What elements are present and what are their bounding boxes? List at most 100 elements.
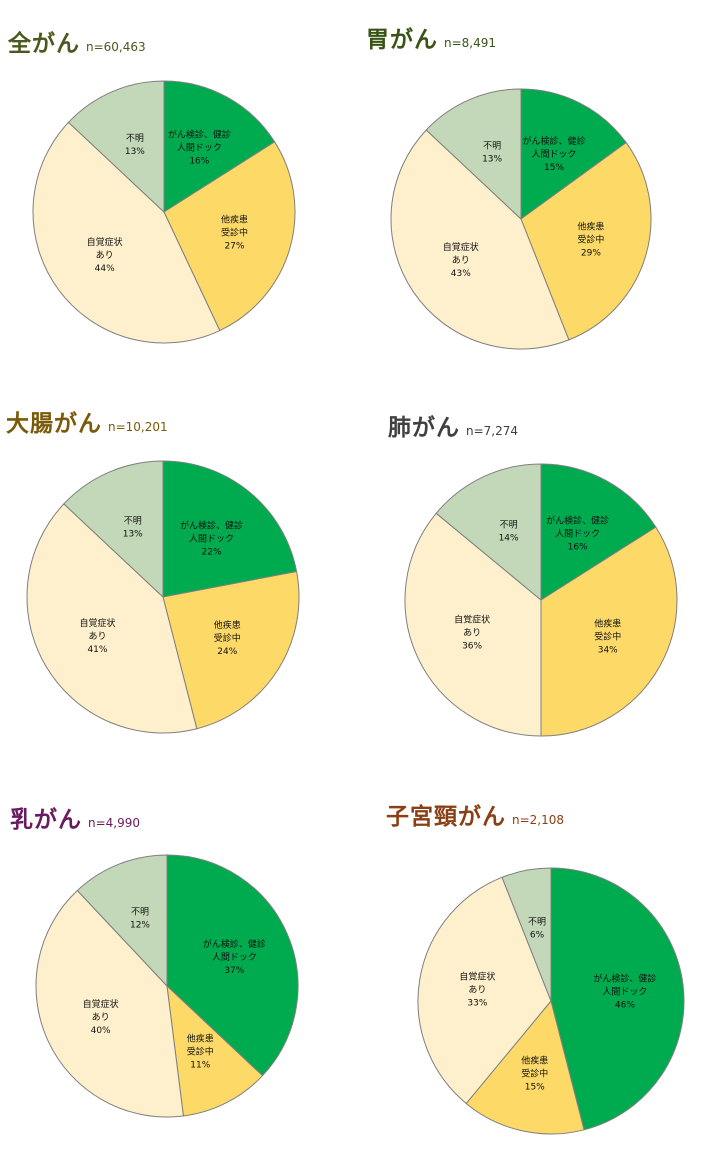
pie-slice-label-line: 不明 [528, 916, 546, 927]
pie-slice-checkup [163, 80, 276, 213]
pie-slice-label-checkup: がん検診、健診人間ドック 46% [593, 973, 656, 1011]
pie-slice-label-line: 不明 [126, 133, 144, 144]
pie-slice-label-unknown: 不明 14% [499, 520, 519, 544]
pie-slice-label-line: 自覚症状 [454, 613, 490, 625]
chart-title-row: 胃がん n=8,491 [366, 20, 496, 54]
chart-title: 肺がん [388, 415, 460, 441]
pie-chart: がん検診、健診人間ドック 15% 他疾患受診中 29% 自覚症状あり 43% 不明 13% [390, 88, 652, 350]
pie-slice-label-unknown: 不明 13% [123, 516, 143, 540]
pie-slice-label-line: 不明 [483, 141, 501, 152]
chart-panel-lung-cancer: 肺がん n=7,274 がん検診、健診人間ドック 16% 他疾患受診中 34% 自覚症状あ… [380, 402, 720, 772]
chart-title-row: 肺がん n=7,274 [388, 408, 518, 442]
pie-slice-label-checkup: がん検診、健診人間ドック 15% [523, 135, 586, 173]
pie-slice-label-line: 受診中 [187, 1045, 214, 1057]
pie-slice-label-line: 40% [91, 1026, 111, 1036]
chart-sample-size: n=10,201 [108, 420, 168, 434]
chart-sample-size: n=60,463 [86, 40, 146, 54]
pie-slice-label-line: 他疾患 [221, 213, 248, 225]
chart-panel-cervical-cancer: 子宮頸がん n=2,108 がん検診、健診人間ドック 46% 他疾患受診中 15% 自覚症… [380, 795, 720, 1165]
pie-slice-label-line: 11% [190, 1060, 210, 1070]
chart-title-row: 乳がん n=4,990 [10, 800, 140, 834]
pie-slice-label-symptoms: 自覚症状あり 33% [459, 970, 495, 1008]
pie-slice-label-line: 36% [462, 641, 482, 651]
pie-slice-label-line: 13% [482, 155, 502, 165]
pie-slice-label-symptoms: 自覚症状あり 43% [443, 241, 479, 279]
pie-slice-unknown [76, 854, 168, 988]
pie-slice-label-other_disease: 他疾患受診中 34% [594, 618, 621, 656]
chart-panel-colorectal-cancer: 大腸がん n=10,201 がん検診、健診人間ドック 22% 他疾患受診中 24% 自覚症… [0, 402, 340, 772]
pie-slice-label-line: 33% [467, 998, 487, 1008]
pie-slice-label-line: 他疾患 [521, 1055, 548, 1067]
pie-slice-checkup [520, 88, 627, 220]
pie-slice-label-line: 人間ドック [189, 533, 234, 544]
pie-slice-label-symptoms: 自覚症状あり 36% [454, 613, 490, 651]
pie-slice-label-line: 不明 [131, 906, 149, 917]
pie-slice-label-other_disease: 他疾患受診中 24% [214, 619, 241, 657]
chart-title: 子宮頸がん [386, 804, 506, 830]
pie-slice-label-line: あり [96, 250, 114, 261]
pie-slice-label-line: 41% [87, 645, 107, 655]
pie-slice-label-line: 13% [125, 147, 145, 157]
chart-title: 全がん [8, 31, 80, 57]
pie-slice-label-line: 自覚症状 [87, 236, 123, 248]
pie-slice-other_disease [465, 999, 585, 1135]
pie-slice-label-line: あり [88, 631, 106, 642]
pie-slice-label-checkup: がん検診、健診人間ドック 16% [168, 129, 231, 167]
pie-slice-label-line: 12% [130, 920, 150, 930]
pie-slice-label-line: 自覚症状 [459, 970, 495, 982]
pie-slice-other_disease [520, 141, 652, 341]
pie-slice-label-line: 人間ドック [177, 143, 222, 154]
pie-slice-label-line: 受診中 [521, 1068, 548, 1080]
pie-slice-label-line: 15% [544, 163, 564, 173]
pie-slice-label-line: 自覚症状 [79, 617, 115, 629]
pie-slice-label-other_disease: 他疾患受診中 27% [221, 213, 248, 251]
pie-slice-label-line: あり [92, 1012, 110, 1023]
pie-slice-unknown [63, 460, 164, 599]
chart-sample-size: n=2,108 [512, 813, 565, 827]
pie-chart: がん検診、健診人間ドック 22% 他疾患受診中 24% 自覚症状あり 41% 不明 13% [26, 460, 300, 734]
pie-slice-label-line: 24% [217, 647, 237, 657]
pie-slice-label-unknown: 不明 6% [528, 916, 546, 940]
pie-slice-label-line: 他疾患 [594, 618, 621, 630]
pie-slice-symptoms [417, 876, 552, 1105]
pie-slice-checkup [162, 460, 298, 598]
pie-slice-label-line: あり [463, 627, 481, 638]
pie-chart: がん検診、健診人間ドック 46% 他疾患受診中 15% 自覚症状あり 33% 不明 6% [417, 867, 685, 1135]
pie-slice-label-line: がん検診、健診 [546, 514, 609, 526]
pie-slice-label-line: がん検診、健診 [593, 973, 656, 985]
pie-slice-unknown [67, 80, 165, 214]
pie-slice-label-line: 15% [525, 1083, 545, 1093]
pie-slice-checkup [540, 463, 657, 601]
pie-slice-label-other_disease: 他疾患受診中 11% [187, 1032, 214, 1070]
pie-slice-label-line: 人間ドック [602, 987, 647, 998]
pie-slice-symptoms [35, 889, 184, 1118]
pie-slice-label-line: 他疾患 [214, 619, 241, 631]
pie-slice-label-other_disease: 他疾患受診中 29% [577, 220, 604, 258]
pie-slice-other_disease [162, 570, 300, 730]
pie-slice-label-line: 受診中 [577, 233, 604, 245]
pie-slice-symptoms [404, 512, 542, 737]
pie-slice-label-line: 人間ドック [532, 149, 577, 160]
pie-slice-label-line: 46% [615, 1001, 635, 1011]
pie-slice-label-line: 44% [95, 264, 115, 274]
pie-slice-label-line: がん検診、健診 [168, 129, 231, 141]
pie-slice-label-checkup: がん検診、健診人間ドック 22% [180, 519, 243, 557]
pie-slice-label-line: 不明 [500, 520, 518, 531]
pie-slice-symptoms [32, 121, 221, 344]
pie-slice-label-checkup: がん検診、健診人間ドック 16% [546, 514, 609, 552]
pie-slice-checkup [166, 854, 299, 1077]
chart-title-row: 子宮頸がん n=2,108 [386, 797, 564, 831]
pie-slice-label-line: あり [452, 255, 470, 266]
pie-slice-symptoms [26, 503, 198, 734]
pie-slice-label-line: 37% [224, 966, 244, 976]
pie-chart: がん検診、健診人間ドック 16% 他疾患受診中 27% 自覚症状あり 44% 不明 13% [32, 80, 296, 344]
pie-slice-label-line: がん検診、健診 [203, 938, 266, 950]
pie-slice-label-line: 13% [123, 530, 143, 540]
pie-slice-label-line: 自覚症状 [443, 241, 479, 253]
pie-slice-label-symptoms: 自覚症状あり 41% [79, 617, 115, 655]
pie-chart: がん検診、健診人間ドック 16% 他疾患受診中 34% 自覚症状あり 36% 不明 14% [404, 463, 678, 737]
pie-slice-label-line: 不明 [124, 516, 142, 527]
chart-sample-size: n=7,274 [466, 424, 519, 438]
pie-slice-label-unknown: 不明 13% [482, 141, 502, 165]
pie-slice-label-line: 人間ドック [555, 528, 600, 539]
